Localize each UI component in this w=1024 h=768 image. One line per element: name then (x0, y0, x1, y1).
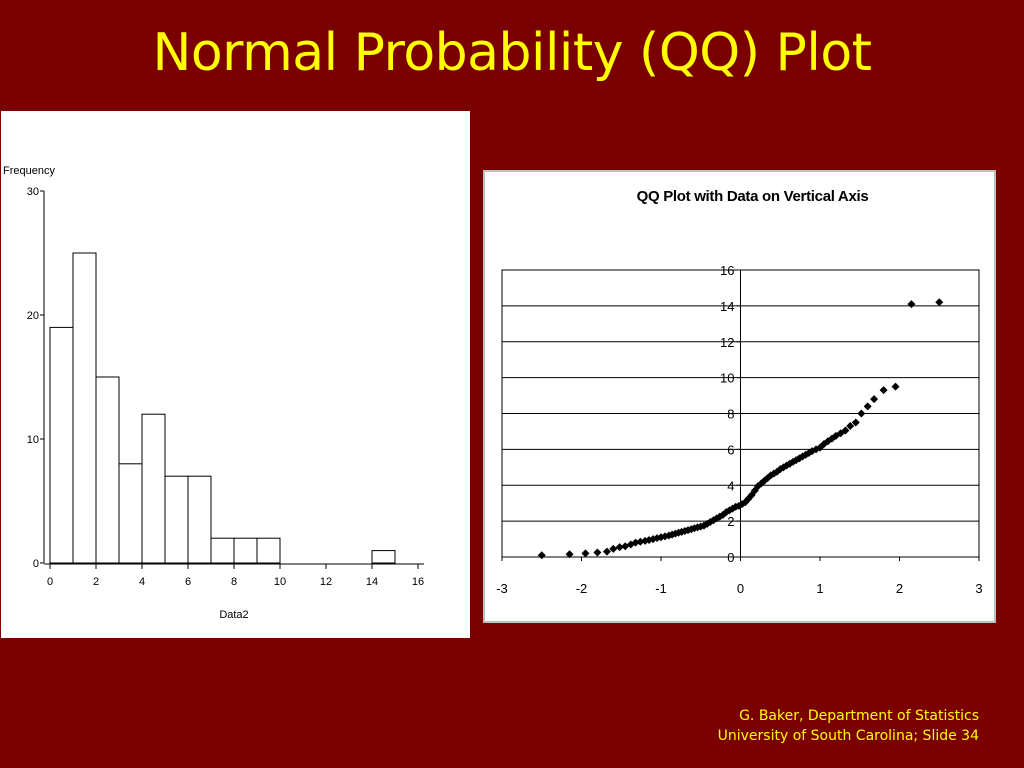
data-point (891, 382, 900, 391)
data-point (690, 524, 699, 533)
histogram-bar (256, 537, 281, 564)
histogram-bar (49, 326, 74, 564)
y-tick-label: 30 (27, 186, 39, 198)
data-point (664, 531, 673, 540)
data-point (712, 514, 721, 523)
y-tick-label: 10 (27, 434, 39, 446)
data-point (719, 510, 728, 519)
data-point (684, 526, 693, 535)
data-point (812, 445, 821, 454)
data-point (715, 512, 724, 521)
data-point (757, 479, 766, 488)
data-point (785, 459, 794, 468)
slide-footer: G. Baker, Department of Statistics Unive… (718, 706, 979, 746)
histogram-bar (95, 376, 120, 564)
y-tick-label: 4 (727, 478, 734, 493)
data-point (763, 474, 772, 483)
y-tick-label: 16 (720, 263, 734, 278)
histogram-bar (72, 252, 97, 564)
data-point (626, 540, 635, 549)
y-axis-label: Frequency (3, 165, 55, 177)
y-tick-label: 12 (720, 335, 734, 350)
footer-institution: University of South Carolina; Slide 34 (717, 728, 979, 744)
x-tick-label: 0 (737, 581, 744, 596)
data-point (706, 518, 715, 527)
data-point (851, 418, 860, 427)
data-point (879, 386, 888, 395)
data-point (741, 498, 750, 507)
data-point (836, 429, 845, 438)
data-point (846, 422, 855, 431)
x-tick-label: 4 (139, 576, 145, 588)
y-tick-label: 10 (720, 371, 734, 386)
x-tick-label: -2 (576, 581, 588, 596)
histogram-panel: 0 10 20 30 0 2 4 6 8 10 12 14 16 Frequency Data2 (1, 111, 470, 638)
y-tick-label: 6 (727, 442, 734, 457)
data-point (581, 549, 590, 558)
x-tick-label: 3 (975, 581, 982, 596)
data-point (636, 537, 645, 546)
x-tick-label: 1 (816, 581, 823, 596)
x-tick-label: 6 (185, 576, 191, 588)
qq-plot-panel: QQ Plot with Data on Vertical Axis 0 2 4 6 8 1… (483, 170, 996, 623)
data-point (907, 300, 916, 309)
y-tick-label: 2 (727, 514, 734, 529)
data-point (734, 501, 743, 510)
chart-title: QQ Plot with Data on Vertical Axis (637, 188, 869, 205)
data-point (841, 426, 850, 435)
qq-plot-chart: QQ Plot with Data on Vertical Axis 0 2 4 6 8 1… (496, 188, 982, 596)
histogram-bar (118, 463, 143, 564)
y-tick-label: 8 (727, 407, 734, 422)
histogram-bar (210, 537, 235, 564)
data-point (935, 298, 944, 307)
x-tick-label: -1 (655, 581, 667, 596)
data-point (870, 395, 879, 404)
histogram-bar (187, 475, 212, 564)
histogram-bar (164, 475, 189, 564)
data-point (696, 522, 705, 531)
slide-title: Normal Probability (QQ) Plot (152, 23, 872, 83)
data-point (857, 409, 866, 418)
x-tick-label: 16 (412, 576, 424, 588)
histogram-bar (371, 550, 396, 564)
data-point (609, 544, 618, 553)
y-tick-label: 0 (727, 550, 734, 565)
x-tick-label: 2 (93, 576, 99, 588)
x-tick-label: 8 (231, 576, 237, 588)
data-point (565, 550, 574, 559)
data-point (792, 456, 801, 465)
footer-author: G. Baker, Department of Statistics (739, 708, 979, 724)
x-tick-label: 12 (320, 576, 332, 588)
x-tick-label: 10 (274, 576, 286, 588)
data-point (615, 543, 624, 552)
histogram-bar (233, 537, 258, 564)
histogram-bar (141, 413, 166, 564)
x-tick-label: -3 (496, 581, 508, 596)
data-point (645, 535, 654, 544)
data-point (602, 547, 611, 556)
x-tick-label: 14 (366, 576, 378, 588)
y-tick-label: 14 (720, 299, 734, 314)
x-axis-label: Data2 (219, 609, 248, 621)
data-point (537, 551, 546, 560)
data-point (831, 431, 840, 440)
data-point (863, 402, 872, 411)
x-tick-label: 0 (47, 576, 53, 588)
data-point (593, 548, 602, 557)
histogram-chart: 0 10 20 30 0 2 4 6 8 10 12 14 16 Frequency Data2 (3, 165, 424, 621)
x-tick-label: 2 (896, 581, 903, 596)
y-tick-label: 20 (27, 310, 39, 322)
y-tick-label: 0 (33, 558, 39, 570)
